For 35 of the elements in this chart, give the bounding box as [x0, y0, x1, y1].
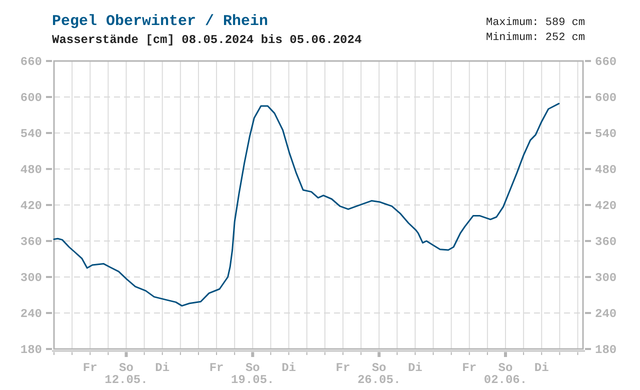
- y-tick-label: 180: [20, 343, 42, 357]
- y2-tick-label: 360: [595, 235, 617, 249]
- x-tick-label: Fr: [462, 361, 477, 375]
- text: Maximum: 589 cm: [486, 17, 586, 29]
- x-tick-label: So 02.06.: [484, 361, 528, 387]
- y2-tick-label: 240: [595, 307, 617, 321]
- chart-subtitle: Wasserstände [cm] 08.05.2024 bis 05.06.2024: [52, 33, 362, 47]
- y2-tick-label: 480: [595, 163, 617, 177]
- x-tick-label: So 12.05.: [104, 361, 148, 387]
- x-tick-label: So 26.05.: [357, 361, 401, 387]
- y-tick-label: 360: [20, 235, 42, 249]
- y2-tick-label: 180: [595, 343, 617, 357]
- y2-tick-label: 300: [595, 271, 617, 285]
- y2-tick-label: 540: [595, 127, 617, 141]
- y-tick-label: 240: [20, 307, 42, 321]
- y2-tick-label: 660: [595, 55, 617, 69]
- y-tick-label: 660: [20, 55, 42, 69]
- x-tick-label: Di: [155, 361, 170, 375]
- x-tick-label: Di: [282, 361, 296, 375]
- chart-title: Pegel Oberwinter / Rhein: [52, 13, 268, 30]
- x-tick-label: Fr: [336, 361, 350, 375]
- y2-tick-label: 600: [595, 91, 617, 105]
- y-tick-label: 480: [20, 163, 42, 177]
- line-series: [53, 102, 560, 307]
- y2-tick-label: 420: [595, 199, 617, 213]
- x-tick-label: Fr: [82, 361, 98, 375]
- y-tick-label: 420: [20, 199, 42, 213]
- y-tick-label: 600: [20, 91, 42, 105]
- y-tick-label: 300: [20, 271, 42, 285]
- x-tick-label: Fr: [209, 361, 224, 375]
- y-tick-label: 540: [20, 127, 42, 141]
- x-tick-label: Di: [534, 361, 549, 375]
- x-tick-label: Di: [408, 361, 422, 375]
- text: Minimum: 252 cm: [486, 32, 586, 44]
- x-tick-label: So 19.05.: [231, 361, 274, 387]
